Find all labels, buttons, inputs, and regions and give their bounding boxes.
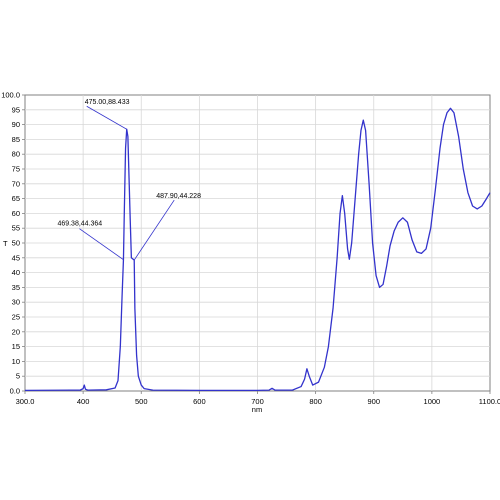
y-tick-label: 20 (12, 327, 20, 336)
y-tick-label: 15 (12, 342, 20, 351)
x-tick-label: 300.0 (16, 397, 35, 406)
x-tick-label: 900 (367, 397, 380, 406)
annotation-label: 469.38,44.364 (57, 221, 102, 228)
annotation-label: 475.00,88.433 (85, 99, 130, 106)
series-layer (24, 107, 491, 392)
x-tick-label: 700 (251, 397, 264, 406)
y-tick-label: 55 (12, 224, 20, 233)
x-tick-label: 1100.0 (479, 397, 500, 406)
annotation-leader-line (133, 199, 175, 261)
x-axis-title: nm (252, 405, 262, 414)
x-tick-label: 500 (135, 397, 148, 406)
x-tick-label: 1000 (424, 397, 441, 406)
x-tick-label: 400 (77, 397, 90, 406)
y-tick-label: 100.0 (1, 91, 20, 100)
y-tick-label: 30 (12, 298, 20, 307)
annotation-leader-line (86, 105, 127, 130)
y-tick-label: 25 (12, 313, 20, 322)
y-tick-label: 40 (12, 268, 20, 277)
y-tick-label: 80 (12, 150, 20, 159)
y-tick-label: 90 (12, 120, 20, 129)
y-tick-label: 75 (12, 165, 20, 174)
transmission-line (24, 107, 491, 392)
y-tick-label: 5 (16, 372, 20, 381)
y-tick-label: 85 (12, 135, 20, 144)
y-tick-label: 35 (12, 283, 20, 292)
x-tick-label: 800 (309, 397, 322, 406)
y-tick-label: 45 (12, 253, 20, 262)
y-tick-label: 60 (12, 209, 20, 218)
y-tick-label: 65 (12, 194, 20, 203)
x-axis-ticks: 300.0 400 500 600 700 800 900 1000 1100.0 (16, 391, 500, 406)
annotation-leader-line (79, 228, 124, 261)
y-tick-label: 95 (12, 105, 20, 114)
y-tick-label: 10 (12, 357, 20, 366)
grid-lines (25, 95, 490, 391)
annotation-label: 487.90,44.228 (156, 193, 201, 200)
y-tick-label: 50 (12, 239, 20, 248)
y-tick-label: 70 (12, 179, 20, 188)
y-tick-label: 0.0 (10, 387, 20, 396)
y-axis-title: T (3, 239, 8, 248)
y-axis-ticks: 0.0 5 10 15 20 25 30 35 40 45 50 55 60 65 70 75 80 85 90 95… (1, 91, 25, 396)
x-tick-label: 600 (193, 397, 206, 406)
annotations-layer: 475.00,88.433 469.38,44.364 487.90,44.228 (57, 99, 201, 261)
